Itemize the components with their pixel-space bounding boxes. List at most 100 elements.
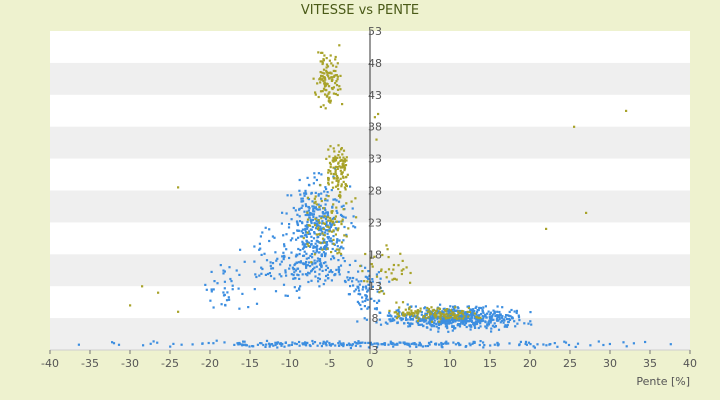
data-point	[311, 213, 314, 216]
data-point	[244, 344, 247, 347]
data-point	[299, 235, 302, 238]
data-point	[418, 323, 421, 326]
data-point	[327, 183, 330, 186]
data-point	[487, 323, 491, 326]
data-point	[313, 266, 316, 269]
data-point	[308, 224, 312, 227]
data-point	[341, 159, 344, 162]
data-point	[315, 208, 318, 211]
data-point	[452, 318, 455, 321]
data-point	[449, 305, 452, 308]
data-point	[427, 341, 431, 344]
data-point	[285, 233, 288, 236]
data-point	[480, 318, 483, 321]
data-point	[466, 305, 469, 308]
data-point	[361, 296, 364, 299]
data-point	[342, 176, 345, 179]
data-point	[499, 313, 502, 316]
data-point	[233, 343, 236, 346]
data-point	[361, 300, 364, 303]
data-point	[490, 330, 493, 333]
data-point	[364, 252, 367, 256]
data-point	[375, 273, 378, 276]
data-point	[285, 212, 288, 215]
data-point	[243, 340, 246, 343]
data-point	[529, 343, 532, 346]
data-point	[305, 235, 308, 238]
data-point	[149, 342, 152, 345]
data-point	[324, 253, 327, 256]
data-point	[330, 219, 333, 222]
data-point	[392, 263, 395, 267]
x-axis-label: Pente [%]	[636, 375, 690, 388]
data-point	[310, 253, 313, 256]
data-point	[310, 261, 313, 264]
data-point	[299, 285, 302, 288]
data-point	[274, 251, 277, 254]
data-point	[328, 59, 331, 62]
data-point	[447, 330, 450, 333]
data-point	[485, 316, 488, 319]
data-point	[342, 204, 345, 207]
data-point	[304, 189, 307, 192]
data-point	[315, 203, 318, 206]
x-tick-label: 5	[407, 357, 414, 370]
data-point	[337, 144, 340, 147]
data-point	[317, 194, 320, 197]
data-point	[345, 159, 348, 162]
data-point	[455, 317, 458, 321]
data-point	[482, 311, 485, 314]
data-point	[253, 288, 256, 291]
data-point	[321, 60, 324, 63]
data-point	[321, 220, 324, 223]
data-point	[323, 83, 326, 86]
data-point	[314, 227, 318, 230]
data-point	[318, 285, 321, 288]
data-point	[410, 305, 413, 308]
data-point	[416, 319, 420, 322]
data-point	[529, 320, 532, 323]
data-point	[415, 343, 418, 346]
data-point	[338, 340, 341, 343]
data-point	[314, 242, 317, 245]
data-point	[632, 342, 635, 345]
data-point	[334, 159, 338, 162]
data-point	[220, 303, 223, 306]
data-point	[336, 211, 339, 214]
data-point	[321, 71, 324, 74]
y-tick-label: 53	[368, 25, 382, 38]
data-point	[357, 302, 361, 305]
data-point	[325, 71, 328, 74]
data-point	[288, 223, 291, 226]
data-point	[310, 243, 313, 246]
data-point	[506, 317, 509, 321]
data-point	[481, 310, 484, 313]
data-point	[462, 321, 465, 324]
data-point	[338, 44, 341, 47]
data-point	[336, 75, 339, 78]
data-point	[327, 235, 330, 239]
data-point	[329, 163, 332, 166]
data-point	[430, 306, 433, 309]
data-point	[306, 240, 309, 244]
data-point	[302, 254, 306, 257]
data-point	[468, 342, 471, 345]
data-point	[347, 293, 350, 296]
data-point	[324, 229, 327, 232]
x-tick-label: -10	[281, 357, 299, 370]
data-point	[500, 316, 503, 319]
data-point	[385, 244, 388, 247]
data-point	[339, 264, 343, 267]
data-point	[327, 92, 330, 95]
data-point	[260, 272, 263, 275]
data-point	[496, 310, 499, 313]
data-point	[436, 307, 439, 310]
data-point	[438, 315, 441, 318]
data-point	[485, 327, 488, 330]
data-point	[305, 264, 308, 268]
data-point	[330, 79, 333, 82]
data-point	[342, 342, 345, 345]
data-point	[519, 340, 522, 343]
data-point	[474, 326, 477, 329]
data-point	[456, 323, 459, 327]
